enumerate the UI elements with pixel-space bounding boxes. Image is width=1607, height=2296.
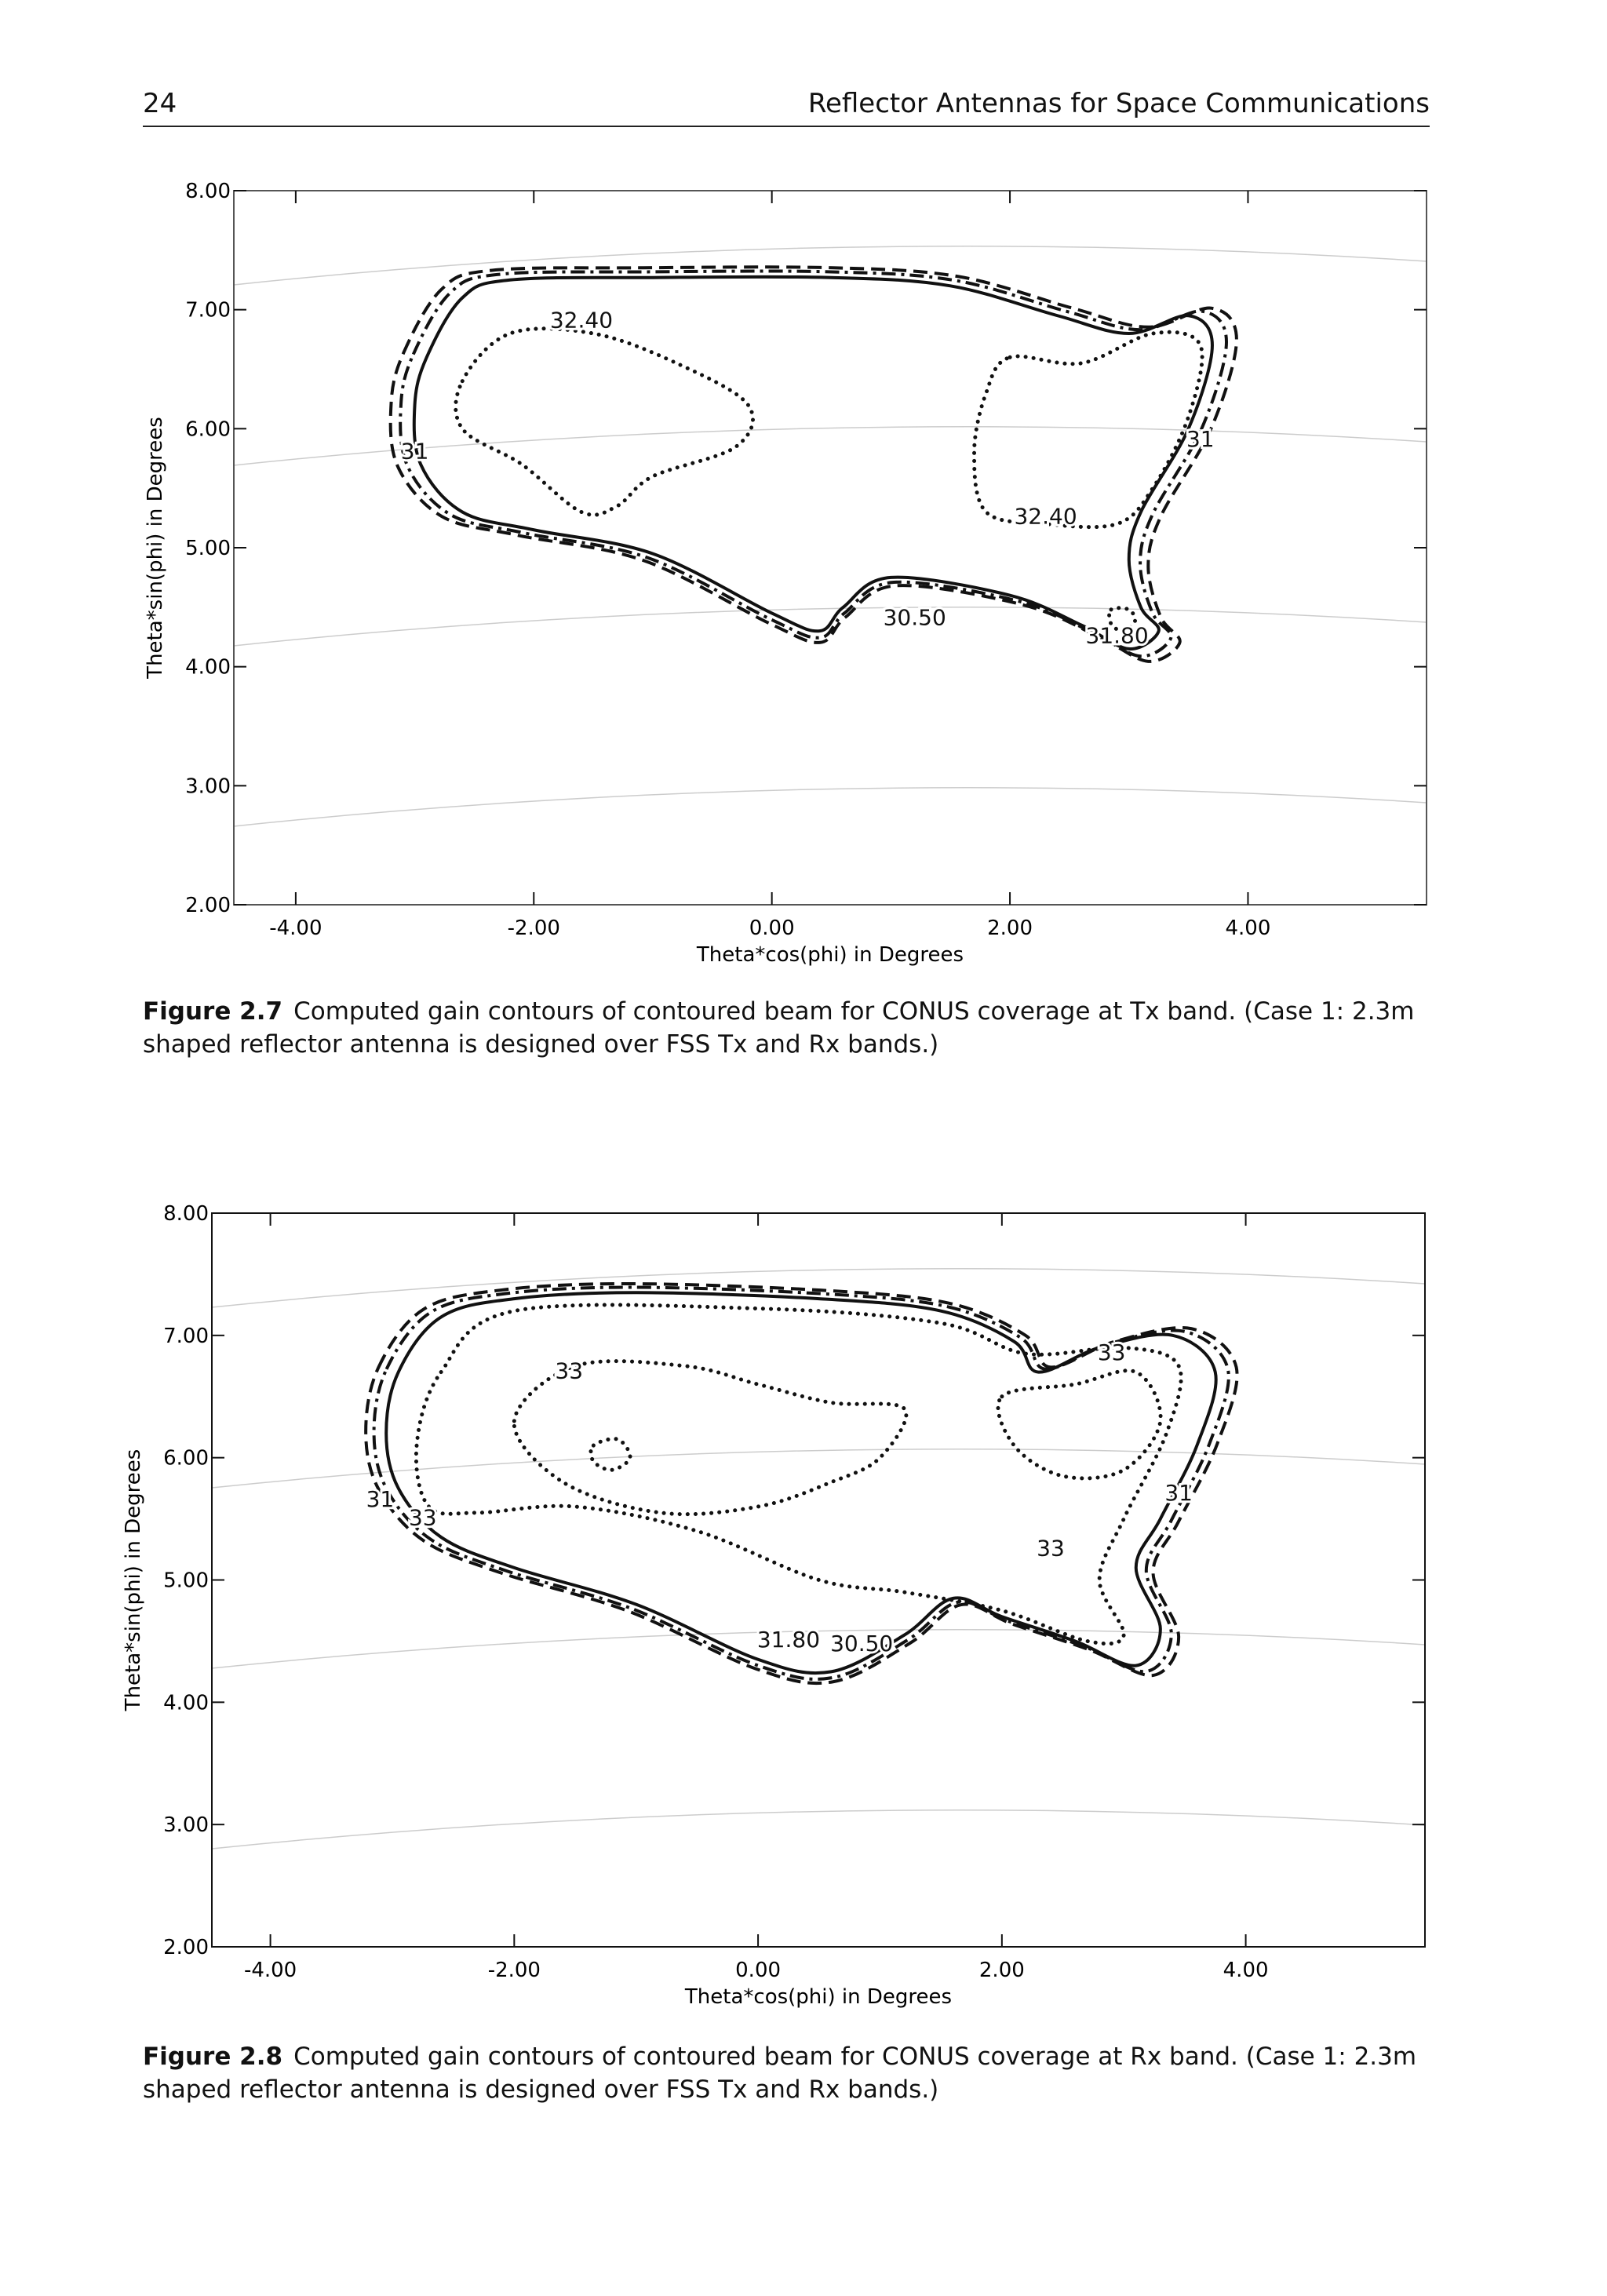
x-tick-label: -2.00 <box>488 1959 541 1982</box>
x-tick-label: 4.00 <box>1223 1959 1269 1982</box>
contour-label: 32.40 <box>550 307 613 333</box>
running-title: Reflector Antennas for Space Communicati… <box>807 88 1430 119</box>
map-graticule <box>211 1449 1426 1489</box>
caption: Figure 2.7 Computed gain contours of cont… <box>143 995 1430 1061</box>
map-graticule <box>233 787 1427 827</box>
map-graticule <box>233 426 1427 466</box>
contour-line <box>996 1368 1163 1481</box>
contour-line <box>388 265 1238 663</box>
y-tick-label: 7.00 <box>185 299 231 323</box>
caption-text: Computed gain contours of contoured beam… <box>143 2043 1417 2104</box>
header-rule <box>143 126 1430 127</box>
contour-label: 32.40 <box>1014 504 1077 530</box>
contour-line <box>1107 606 1138 633</box>
contour-label: 31.80 <box>757 1627 820 1653</box>
contour-label: 33 <box>1098 1339 1126 1365</box>
x-tick-label: 4.00 <box>1226 917 1271 940</box>
caption-label: Figure 2.8 <box>143 2043 283 2071</box>
x-tick-label: 2.00 <box>987 917 1033 940</box>
contour-line <box>384 1291 1218 1675</box>
y-axis-label: Theta*sin(phi) in Degrees <box>122 1449 145 1712</box>
y-axis-label: Theta*sin(phi) in Degrees <box>144 417 167 680</box>
x-tick-label: 2.00 <box>979 1959 1025 1982</box>
contour-line <box>972 330 1204 530</box>
contour-label: 31 <box>1164 1480 1193 1506</box>
contour-line <box>372 1285 1230 1681</box>
caption-text: Computed gain contours of contoured beam… <box>143 997 1415 1059</box>
contour-line <box>512 1359 909 1517</box>
caption: Figure 2.8 Computed gain contours of cont… <box>143 2040 1430 2106</box>
y-tick-label: 4.00 <box>185 656 231 680</box>
y-tick-label: 2.00 <box>163 1936 209 1959</box>
y-tick-label: 5.00 <box>163 1569 209 1593</box>
map-graticule <box>211 1629 1426 1669</box>
contour-label: 30.50 <box>884 605 946 631</box>
contour-label: 33 <box>1037 1535 1065 1561</box>
map-graticule <box>233 246 1427 286</box>
contour-label: 31 <box>1186 426 1215 452</box>
y-tick-label: 3.00 <box>185 774 231 798</box>
map-graticule <box>211 1809 1426 1850</box>
x-axis-label: Theta*cos(phi) in Degrees <box>696 943 964 967</box>
caption-label: Figure 2.7 <box>143 997 283 1026</box>
page-number: 24 <box>143 88 177 119</box>
contour-line <box>364 1281 1239 1686</box>
x-tick-label: -4.00 <box>269 917 322 940</box>
plot-frame <box>233 190 1427 906</box>
y-tick-label: 8.00 <box>163 1202 209 1226</box>
map-graticule <box>211 1268 1426 1308</box>
contour-label: 31 <box>401 438 429 464</box>
figure-2-8: 2.00 3.00 4.00 5.00 6.00 7.00 8.00 -4.00 -2.00 0.… <box>122 1202 1426 2009</box>
contour-label: 31 <box>366 1486 395 1512</box>
contour-label: 33 <box>555 1358 583 1383</box>
x-axis-label: Theta*cos(phi) in Degrees <box>684 1985 952 2009</box>
x-tick-label: 0.00 <box>735 1959 781 1982</box>
y-tick-label: 8.00 <box>185 180 231 203</box>
contour-line <box>412 275 1214 651</box>
contour-line <box>414 1303 1183 1646</box>
figure-2-7: 2.00 3.00 4.00 5.00 6.00 7.00 8.00 -4.00 -2.00 0.… <box>144 180 1427 967</box>
y-tick-label: 6.00 <box>163 1447 209 1471</box>
y-tick-label: 3.00 <box>163 1813 209 1837</box>
x-tick-label: 0.00 <box>749 917 795 940</box>
x-tick-label: -2.00 <box>508 917 560 940</box>
x-tick-label: -4.00 <box>244 1959 297 1982</box>
contour-line <box>399 269 1229 658</box>
map-graticule <box>233 607 1427 647</box>
contour-label: 30.50 <box>830 1631 893 1656</box>
y-tick-label: 4.00 <box>163 1691 209 1715</box>
contour-label: 31.80 <box>1086 622 1149 648</box>
y-tick-label: 6.00 <box>185 417 231 441</box>
contour-label: 33 <box>409 1504 437 1530</box>
y-tick-label: 2.00 <box>185 894 231 917</box>
contour-line <box>589 1437 632 1472</box>
y-tick-label: 7.00 <box>163 1325 209 1348</box>
contour-line <box>454 326 755 517</box>
y-tick-label: 5.00 <box>185 537 231 560</box>
